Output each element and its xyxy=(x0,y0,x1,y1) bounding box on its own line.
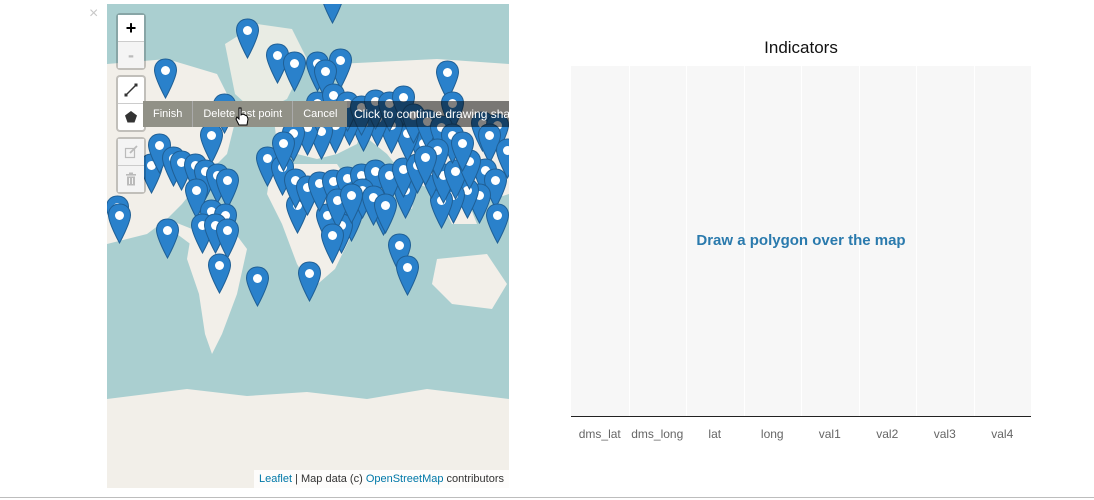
zoom-out-button[interactable]: - xyxy=(118,41,144,68)
draw-tooltip: Click to continue drawing shape. xyxy=(342,101,509,127)
map-marker-icon[interactable] xyxy=(495,138,510,179)
column-separator xyxy=(686,66,687,417)
zoom-in-button[interactable]: + xyxy=(118,15,144,41)
map-marker-icon[interactable] xyxy=(320,4,345,24)
column-separator xyxy=(973,66,975,417)
draw-polygon-button[interactable] xyxy=(118,103,144,130)
map[interactable]: + - xyxy=(107,4,509,488)
map-marker-icon[interactable] xyxy=(373,193,398,234)
map-marker-icon[interactable] xyxy=(485,203,510,244)
map-marker-icon[interactable] xyxy=(107,203,132,244)
x-tick-label: val4 xyxy=(991,427,1014,441)
finish-button[interactable]: Finish xyxy=(143,101,193,127)
attribution-suffix: contributors xyxy=(443,473,504,485)
map-marker-icon[interactable] xyxy=(235,18,260,59)
map-marker-icon[interactable] xyxy=(282,51,307,92)
openstreetmap-link[interactable]: OpenStreetMap xyxy=(365,473,444,485)
map-marker-icon[interactable] xyxy=(413,145,438,186)
chart-title: Indicators xyxy=(764,38,838,57)
leaflet-link[interactable]: Leaflet xyxy=(259,473,293,485)
x-tick-label: long xyxy=(760,427,784,441)
map-marker-icon[interactable] xyxy=(328,48,353,89)
map-marker-icon[interactable] xyxy=(320,223,345,264)
column-separator xyxy=(743,66,745,417)
map-marker-icon[interactable] xyxy=(297,261,322,302)
map-attribution: Leaflet | Map data (c) OpenStreetMap con… xyxy=(254,470,509,488)
close-button[interactable]: × xyxy=(89,5,99,22)
delete-layers-button[interactable] xyxy=(118,165,144,192)
zoom-control: + - xyxy=(116,13,146,70)
chart-plot-area xyxy=(571,66,1031,417)
trash-icon xyxy=(126,172,136,186)
map-marker-icon[interactable] xyxy=(245,266,270,307)
map-marker-icon[interactable] xyxy=(265,43,290,84)
x-tick-label: val2 xyxy=(876,427,899,441)
column-separator xyxy=(916,66,917,417)
map-marker-icon[interactable] xyxy=(271,131,296,172)
draw-tooltip-text: Click to continue drawing shape. xyxy=(354,107,509,121)
cancel-button[interactable]: Cancel xyxy=(292,101,348,127)
edit-toolbar xyxy=(116,137,146,194)
edit-icon xyxy=(124,145,138,159)
map-marker-icon[interactable] xyxy=(395,255,420,296)
edit-layers-button[interactable] xyxy=(118,139,144,165)
x-tick-label: val1 xyxy=(818,427,841,441)
map-marker-icon[interactable] xyxy=(450,131,475,172)
draw-toolbar xyxy=(116,75,146,132)
x-tick-label: dms_long xyxy=(631,427,684,441)
map-marker-icon[interactable] xyxy=(155,218,180,259)
map-marker-icon[interactable] xyxy=(147,133,172,174)
hand-pointer-icon xyxy=(235,107,249,126)
column-separator xyxy=(801,66,802,417)
column-separator xyxy=(858,66,860,417)
draw-polyline-button[interactable] xyxy=(118,77,144,103)
chart-empty-message: Draw a polygon over the map xyxy=(696,232,906,249)
chart-x-axis-line xyxy=(571,416,1031,417)
polyline-icon xyxy=(124,83,138,97)
column-separator xyxy=(628,66,630,417)
page-divider xyxy=(0,497,1094,498)
map-marker-icon[interactable] xyxy=(153,58,178,99)
x-tick-label: lat xyxy=(708,427,722,441)
map-marker-icon[interactable] xyxy=(387,233,412,274)
attribution-text: | Map data (c) xyxy=(292,473,366,485)
chart-x-axis-ticks: dms_lat dms_long lat long val1 val2 val3 val4 xyxy=(571,427,1031,443)
x-tick-label: dms_lat xyxy=(578,427,621,441)
polygon-icon xyxy=(125,111,137,123)
map-marker-icon[interactable] xyxy=(477,123,502,164)
x-tick-label: val3 xyxy=(933,427,956,441)
map-marker-icon[interactable] xyxy=(207,253,232,294)
map-marker-icon[interactable] xyxy=(339,183,364,224)
